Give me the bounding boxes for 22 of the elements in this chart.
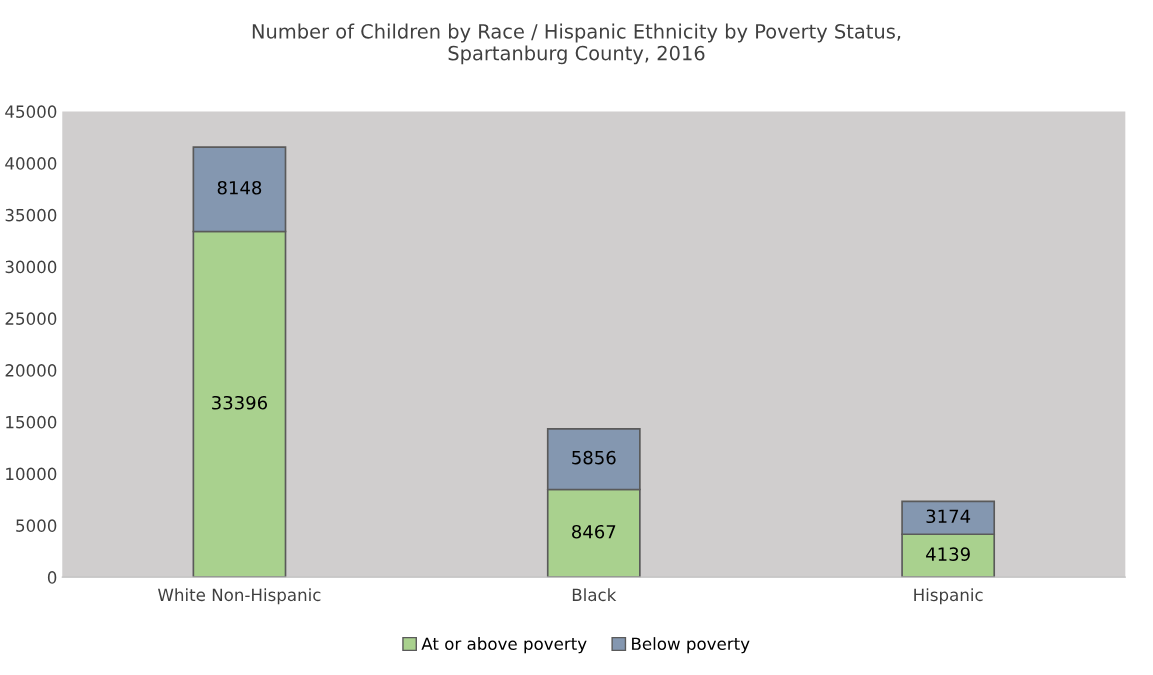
y-tick-label: 35000 [5,208,57,222]
y-tick-label: 30000 [5,260,57,274]
y-tick-label: 15000 [6,415,57,429]
chart-title: Number of Children by Race / Hispanic Ethnicity by Poverty Status, Spartanburg County, 2016 [252,23,901,65]
y-tick-label: 45000 [5,105,57,118]
y-tick-label: 20000 [5,364,57,377]
data-label: 8148 [217,180,262,195]
x-tick-label: Black [572,588,617,602]
y-tick-label: 40000 [5,157,57,170]
data-label: 5856 [572,450,616,465]
y-tick-label: 0 [47,571,57,584]
legend-label: Below poverty [632,637,750,654]
y-tick-label: 10000 [6,467,57,481]
x-tick-label: White Non-Hispanic [158,588,321,605]
x-tick-label: Hispanic [914,588,983,605]
legend-label: At or above poverty [421,637,587,654]
data-label: 8467 [572,524,616,539]
data-label: 3174 [926,509,971,524]
data-label: 4139 [926,547,970,561]
data-label: 33396 [212,395,268,410]
y-tick-label: 25000 [5,312,57,325]
y-tick-label: 5000 [16,519,57,532]
